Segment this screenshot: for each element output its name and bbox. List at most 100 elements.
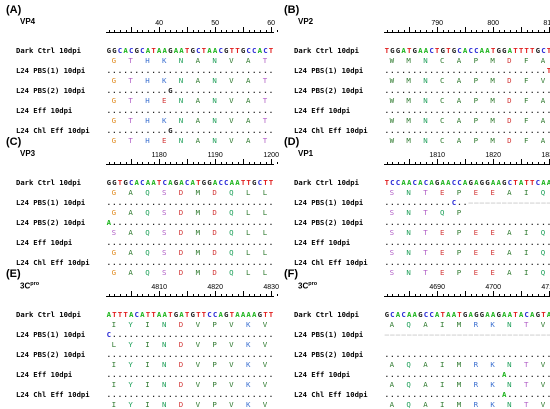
amino-acid: E	[473, 268, 479, 277]
nucleotide: .	[151, 218, 156, 227]
nucleotide: .	[384, 350, 390, 359]
nucleotide: A	[106, 310, 112, 319]
nucleotide: .	[123, 198, 128, 207]
nucleotide: .	[268, 330, 274, 339]
nucleotide: .	[462, 370, 468, 379]
ruler-baseline	[384, 32, 550, 33]
nucleotide: .	[252, 330, 257, 339]
nucleotide: .	[507, 106, 513, 115]
nucleotide: .	[224, 258, 229, 267]
nucleotide: .	[263, 330, 268, 339]
nucleotide: A	[395, 310, 401, 319]
nucleotide: .	[235, 66, 240, 75]
nucleotide: .	[395, 86, 401, 95]
amino-acid: A	[456, 56, 462, 65]
nucleotide: T	[440, 310, 445, 319]
panel-title: VP1	[298, 149, 314, 158]
nucleotide: G	[485, 178, 490, 187]
amino-acid: I	[145, 320, 150, 329]
amino-acid: A	[128, 248, 133, 257]
nucleotide: A	[257, 46, 263, 55]
ruler-tick-label: 1830	[541, 152, 550, 159]
ruler-tick	[414, 162, 416, 164]
nucleotide: .	[451, 86, 457, 95]
nucleotide: .	[224, 66, 229, 75]
nucleotide: A	[235, 178, 240, 187]
nucleotide: .	[429, 86, 434, 95]
nucleotide: .	[117, 218, 123, 227]
nucleotide: .	[252, 390, 257, 399]
nucleotide: A	[123, 46, 128, 55]
amino-acid: F	[523, 136, 529, 145]
nucleotide: .	[106, 390, 112, 399]
nucleotide: .	[235, 198, 240, 207]
ruler-tick	[271, 159, 273, 164]
nucleotide: G	[224, 46, 229, 55]
ruler-tick	[442, 30, 444, 32]
nucleotide: T	[117, 310, 123, 319]
nt-sequence: .....................A........	[384, 390, 550, 399]
nucleotide: .	[490, 390, 496, 399]
nucleotide: .	[390, 198, 395, 207]
amino-acid: Y	[128, 360, 133, 369]
nucleotide: .	[201, 218, 207, 227]
amino-acid: H	[145, 116, 150, 125]
ruler-tick-label: 1200	[263, 152, 279, 159]
nucleotide: –	[496, 198, 501, 207]
ruler-tick	[521, 159, 523, 164]
nucleotide: .	[507, 218, 513, 227]
amino-acid: V	[229, 96, 234, 105]
nucleotide: .	[190, 106, 195, 115]
ruler-tick	[226, 294, 228, 296]
ruler-tick	[148, 162, 149, 164]
nucleotide: .	[263, 350, 268, 359]
nucleotide: .	[468, 238, 473, 247]
nucleotide: .	[246, 390, 251, 399]
nucleotide: .	[134, 218, 139, 227]
nucleotide: .	[406, 238, 412, 247]
amino-acid: T	[523, 380, 529, 389]
ruler-tick	[493, 27, 495, 32]
amino-acid: N	[507, 360, 512, 369]
nucleotide: .	[412, 390, 417, 399]
nucleotide: .	[418, 350, 423, 359]
ruler-tick	[398, 162, 399, 164]
nucleotide: A	[406, 178, 412, 187]
nucleotide: .	[474, 390, 479, 399]
nucleotide: .	[240, 106, 246, 115]
ruler-tick	[420, 162, 422, 164]
ruler-tick	[482, 30, 483, 32]
nucleotide: –	[507, 330, 513, 339]
nucleotide: C	[395, 178, 401, 187]
amino-acid: K	[245, 340, 251, 349]
amino-acid: A	[245, 76, 251, 85]
ruler-tick	[498, 30, 500, 32]
nucleotide: .	[207, 330, 212, 339]
amino-acid: T	[128, 136, 133, 145]
ruler-tick	[426, 294, 427, 296]
ruler-tick	[465, 159, 467, 164]
panel-d: (D)VP1181018201830Dark Ctrl 10dpiTCCAACA…	[284, 136, 550, 277]
ruler-tick	[204, 30, 205, 32]
nt-sequence: ............C..–––––––––––––––	[384, 198, 550, 207]
nucleotide: .	[535, 106, 541, 115]
nucleotide: C	[224, 178, 229, 187]
nucleotide: C	[429, 46, 434, 55]
amino-acid: P	[473, 56, 479, 65]
nucleotide: .	[546, 86, 550, 95]
nucleotide: A	[518, 310, 524, 319]
ruler-tick-label: 4700	[485, 284, 501, 291]
nucleotide: .	[179, 198, 184, 207]
nucleotide: .	[156, 66, 162, 75]
nucleotide: .	[190, 198, 195, 207]
nucleotide: .	[384, 258, 390, 267]
nucleotide: .	[112, 238, 117, 247]
nucleotide: .	[246, 330, 251, 339]
amino-acid: D	[507, 56, 512, 65]
ruler-tick	[271, 291, 273, 296]
nucleotide: C	[140, 46, 145, 55]
ruler-tick	[204, 162, 205, 164]
nucleotide: .	[485, 258, 490, 267]
nucleotide: A	[156, 46, 162, 55]
ruler-tick	[265, 30, 267, 32]
